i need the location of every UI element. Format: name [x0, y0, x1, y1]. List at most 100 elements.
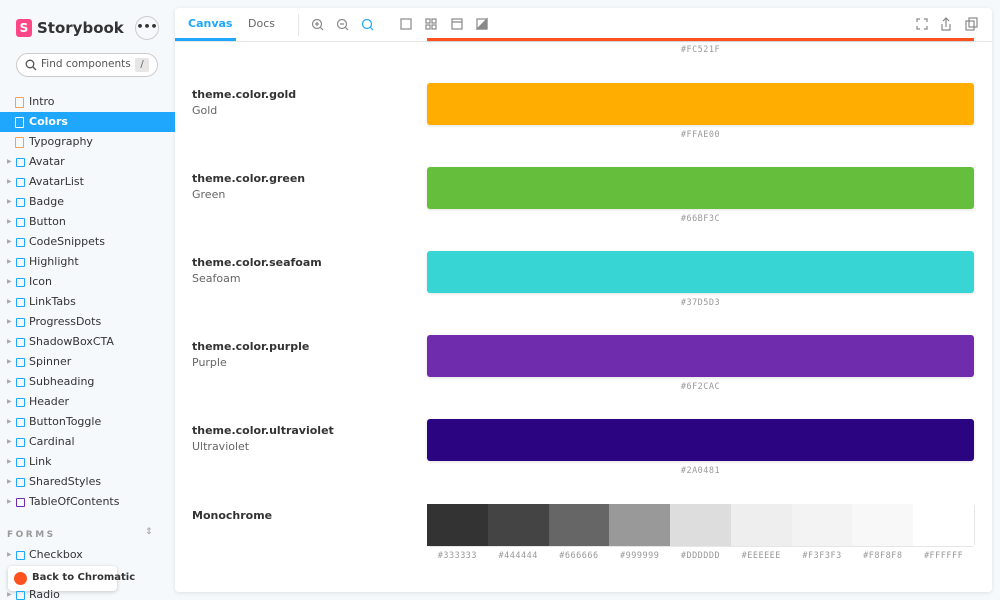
tree-item[interactable]: ▶ Badge [0, 192, 175, 212]
tree-item[interactable]: ▶ Avatar [0, 152, 175, 172]
component-icon [16, 218, 25, 227]
tree-item[interactable]: Intro [0, 92, 175, 112]
toolbar-icons [311, 18, 437, 31]
item-label: Button [29, 215, 66, 228]
hex-label: #2A0481 [680, 466, 721, 476]
color-swatch [427, 335, 974, 377]
expand-arrow: ▶ [7, 551, 12, 558]
component-icon [16, 238, 25, 247]
component-icon [16, 551, 25, 560]
component-icon [16, 398, 25, 407]
color-label: Gold [192, 104, 218, 117]
component-icon [16, 298, 25, 307]
color-label: Purple [192, 356, 227, 369]
component-icon [16, 358, 25, 367]
expand-arrow: ▶ [7, 318, 12, 325]
tree-item[interactable]: ▶ Spinner [0, 352, 175, 372]
component-icon [16, 278, 25, 287]
color-swatch [548, 504, 610, 546]
expand-arrow: ▶ [7, 378, 12, 385]
search-box[interactable]: Find components / [16, 53, 158, 77]
chromatic-button[interactable]: Back to Chromatic [8, 566, 135, 591]
item-label: Spinner [29, 355, 72, 368]
item-label: LinkTabs [29, 295, 76, 308]
expand-arrow: ▶ [7, 398, 12, 405]
item-label: ShadowBoxCTA [29, 335, 114, 348]
search-icon [25, 59, 37, 71]
separator [298, 14, 299, 36]
tab-docs[interactable]: Docs [248, 17, 275, 30]
expand-arrow: ▶ [7, 358, 12, 365]
tree-item[interactable]: ▶ SharedStyles [0, 472, 175, 492]
tree-item[interactable]: ▶ Icon [0, 272, 175, 292]
item-label: Avatar [29, 155, 65, 168]
search-shortcut: / [135, 58, 149, 72]
expand-arrow: ▶ [7, 158, 12, 165]
component-icon [16, 198, 25, 207]
logo: S [16, 19, 32, 37]
doc-icon [15, 137, 24, 148]
toolbar [175, 8, 992, 42]
color-name: theme.color.seafoam [192, 256, 322, 269]
color-swatch [852, 504, 914, 546]
hex-label: #37D5D3 [680, 298, 721, 308]
expand-arrow: ▶ [7, 178, 12, 185]
color-swatch [427, 83, 974, 125]
component-icon [16, 438, 25, 447]
expand-arrow: ▶ [7, 298, 12, 305]
toolbar-icons-2 [451, 17, 488, 30]
tree-item[interactable]: ▶ LinkTabs [0, 292, 175, 312]
tree-item[interactable]: Colors [0, 112, 175, 132]
folder-icon [16, 498, 25, 507]
active-tab-indicator [175, 38, 236, 41]
item-label: CodeSnippets [29, 235, 105, 248]
expand-arrow: ▶ [7, 438, 12, 445]
tab-canvas[interactable]: Canvas [188, 17, 233, 30]
color-swatch [670, 504, 731, 546]
tree-item[interactable]: ▶ Subheading [0, 372, 175, 392]
tree-item[interactable]: ▶ Highlight [0, 252, 175, 272]
chromatic-icon [14, 572, 27, 585]
item-label: ButtonToggle [29, 415, 102, 428]
tree-item[interactable]: ▶ Cardinal [0, 432, 175, 452]
hex-label: #666666 [559, 551, 599, 561]
menu-button[interactable]: ••• [135, 16, 159, 40]
swatch-edge [427, 38, 974, 41]
tree-item[interactable]: ▶ Button [0, 212, 175, 232]
component-icon [16, 591, 25, 600]
color-name: theme.color.ultraviolet [192, 424, 334, 437]
tree-item[interactable]: ▶ Header [0, 392, 175, 412]
tree-item[interactable]: ▶ CodeSnippets [0, 232, 175, 252]
item-label: Intro [29, 95, 55, 108]
component-icon [16, 158, 25, 167]
color-swatch [913, 504, 974, 546]
tree-item[interactable]: ▶ ShadowBoxCTA [0, 332, 175, 352]
hex-label: #EEEEEE [741, 551, 781, 561]
hex-label: #FFAE00 [680, 130, 721, 140]
color-swatch [487, 504, 549, 546]
tree-item[interactable]: ▶ Checkbox [0, 545, 175, 565]
hex-label: #999999 [620, 551, 660, 561]
tree-item[interactable]: ▶ Radio [0, 585, 175, 600]
hex-label: #444444 [498, 551, 538, 561]
color-name: theme.color.gold [192, 88, 297, 101]
brand: Storybook [37, 19, 124, 37]
item-label: Colors [29, 115, 68, 128]
hex-label: #66BF3C [680, 214, 721, 224]
expand-arrow: ▶ [7, 338, 12, 345]
color-label: Ultraviolet [192, 440, 250, 453]
item-label: Badge [29, 195, 65, 208]
item-label: Highlight [29, 255, 79, 268]
color-name: Monochrome [192, 509, 273, 522]
tree-item[interactable]: ▶ ProgressDots [0, 312, 175, 332]
item-label: Cardinal [29, 435, 75, 448]
tree-item[interactable]: Typography [0, 132, 175, 152]
color-label: Seafoam [192, 272, 241, 285]
color-swatch [427, 251, 974, 293]
tree-item[interactable]: ▶ Link [0, 452, 175, 472]
color-swatch [427, 167, 974, 209]
tree-item[interactable]: ▶ ButtonToggle [0, 412, 175, 432]
tree-item[interactable]: ▶ AvatarList [0, 172, 175, 192]
tree-item[interactable]: ▶ TableOfContents [0, 492, 175, 512]
